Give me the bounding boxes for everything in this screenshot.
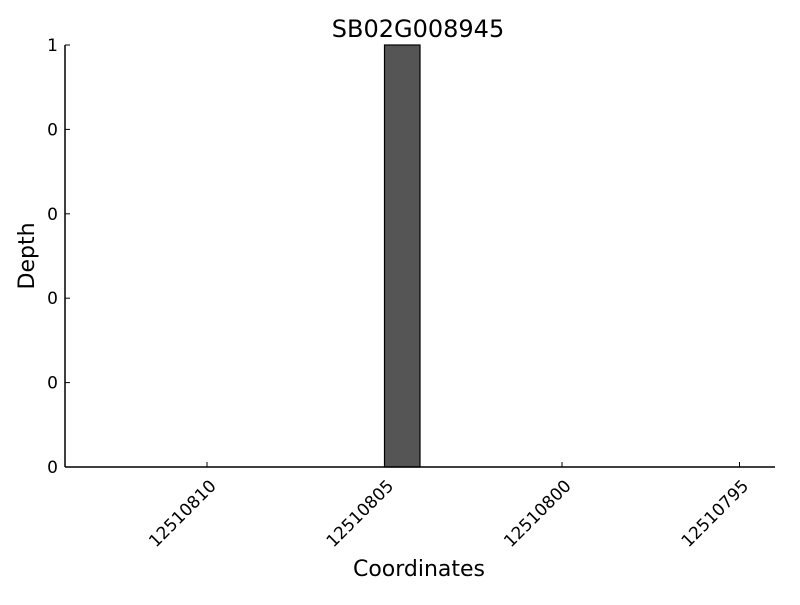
y-tick-label-1: 0 <box>47 374 58 394</box>
x-tick-label-0: 12510810 <box>145 476 220 551</box>
x-tick-label-1: 12510805 <box>323 476 398 551</box>
y-axis-label: Depth <box>15 222 40 289</box>
bar-0 <box>383 44 421 468</box>
x-tick-label-2: 12510800 <box>500 476 575 551</box>
y-tick-label-3: 0 <box>47 205 58 225</box>
y-tick-label-4: 0 <box>47 120 58 140</box>
y-tick-label-2: 0 <box>47 289 58 309</box>
y-tick-label-0: 0 <box>47 458 58 478</box>
x-axis-label: Coordinates <box>353 557 485 582</box>
chart-title: SB02G008945 <box>332 15 504 43</box>
x-tick-label-3: 12510795 <box>678 476 753 551</box>
y-tick-label-5: 1 <box>47 36 58 56</box>
